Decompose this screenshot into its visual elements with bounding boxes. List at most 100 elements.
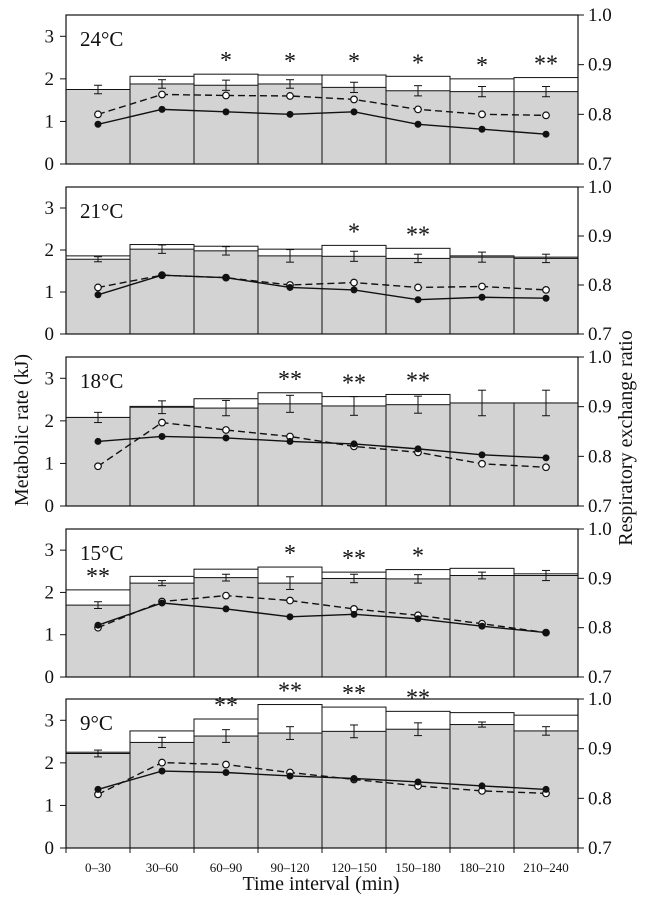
y-tick-label-left: 3 (45, 540, 55, 561)
y-tick-label-right: 0.7 (588, 154, 612, 175)
rer-open-point (222, 591, 230, 600)
rer-filled-point (94, 291, 102, 299)
y-tick-label-right: 0.9 (588, 568, 612, 589)
rer-filled-point (222, 108, 230, 116)
rer-solid-line (97, 602, 547, 634)
rer-dashed-line (97, 761, 547, 795)
rer-open-point (478, 282, 486, 291)
x-tick-label: 120–150 (331, 860, 377, 875)
y-tick-label-left: 2 (45, 582, 55, 603)
rer-filled-point (414, 120, 422, 128)
panel-frame (65, 356, 579, 507)
rer-filled-point (222, 434, 230, 442)
rer-filled-point (94, 621, 102, 629)
temperature-label: 18°C (80, 369, 123, 393)
significance-marker: ** (534, 52, 558, 78)
rer-open-point (222, 91, 230, 100)
bar-lower (65, 604, 131, 678)
rer-open-point (94, 462, 102, 471)
bar-lower (321, 730, 387, 849)
y-tick-label-left: 2 (45, 69, 55, 90)
temperature-label: 15°C (80, 541, 123, 565)
panel-9c: ** ** ** ** 0 1 2 3 0.7 0.8 0.9 1.0 9°C 0–30 30–60 60–9… (45, 679, 612, 875)
temperature-label: 21°C (80, 199, 123, 223)
y-tick-label-right: 1.0 (588, 347, 612, 368)
y-tick-label-right: 0.9 (588, 397, 612, 418)
rer-filled-point (478, 622, 486, 630)
rer-filled-point (542, 629, 550, 637)
y-tick-label-left: 3 (45, 368, 55, 389)
significance-marker: * (412, 544, 424, 570)
rer-filled-point (286, 772, 294, 780)
rer-open-point (222, 426, 230, 434)
rer-filled-point (158, 599, 166, 607)
rer-open-point (478, 110, 486, 119)
y-tick-label-right: 0.8 (588, 618, 612, 639)
rer-solid-line (97, 435, 547, 459)
rer-open-point (478, 459, 486, 468)
y-tick-label-right: 0.9 (588, 226, 612, 247)
rer-filled-point (158, 271, 166, 279)
rer-filled-point (350, 108, 358, 116)
y-tick-label-right: 1.0 (588, 177, 612, 198)
y-tick-label-right: 0.7 (588, 667, 612, 688)
rer-filled-point (478, 782, 486, 790)
bar-lower (193, 407, 259, 507)
significance-marker: * (348, 49, 360, 75)
rer-filled-point (350, 610, 358, 618)
rer-filled-point (158, 105, 166, 113)
rer-open-point (158, 758, 166, 767)
significance-marker: * (348, 219, 360, 245)
panel-frame (65, 14, 579, 165)
y-tick-label-right: 0.8 (588, 104, 612, 125)
y-tick-label-right: 0.8 (588, 788, 612, 809)
rer-filled-point (94, 120, 102, 128)
rer-open-point (222, 760, 230, 769)
significance-marker: ** (406, 368, 430, 394)
y-tick-label-left: 2 (45, 753, 55, 774)
rer-filled-point (286, 613, 294, 621)
significance-marker: ** (278, 367, 302, 393)
y-tick-label-right: 0.9 (588, 739, 612, 760)
significance-marker: ** (86, 564, 110, 590)
bar-lower (257, 403, 323, 507)
y-axis-label-right: Respiratory exchange ratio (615, 330, 637, 545)
bar-lower (257, 255, 323, 335)
rer-filled-point (94, 437, 102, 445)
y-tick-label-right: 1.0 (588, 689, 612, 710)
bar-lower (65, 416, 131, 507)
rer-open-point (542, 286, 550, 294)
rer-filled-point (350, 774, 358, 782)
x-axis-label: Time interval (min) (242, 873, 399, 895)
bar-lower (193, 250, 259, 335)
y-tick-label-right: 0.7 (588, 496, 612, 517)
rer-filled-point (222, 274, 230, 282)
y-tick-label-left: 0 (45, 838, 55, 859)
rer-open-point (414, 105, 422, 114)
rer-open-point (542, 111, 550, 120)
rer-open-point (542, 463, 550, 472)
rer-filled-point (286, 437, 294, 445)
y-tick-label-right: 0.7 (588, 838, 612, 859)
rer-filled-point (542, 454, 550, 462)
significance-marker: ** (406, 685, 430, 711)
significance-marker: ** (342, 546, 366, 572)
rer-open-point (286, 596, 294, 605)
bar-lower (321, 405, 387, 507)
y-tick-label-left: 1 (45, 282, 55, 303)
rer-filled-point (158, 432, 166, 440)
y-tick-label-left: 3 (45, 710, 55, 731)
y-tick-label-left: 2 (45, 411, 55, 432)
bar-lower (193, 735, 259, 849)
rer-filled-point (350, 440, 358, 448)
rer-solid-line (97, 108, 547, 135)
y-tick-label-left: 1 (45, 795, 55, 816)
y-tick-label-left: 3 (45, 26, 55, 47)
bar-lower (65, 752, 131, 849)
rer-dashed-line (97, 421, 547, 468)
x-tick-label: 0–30 (85, 860, 111, 875)
